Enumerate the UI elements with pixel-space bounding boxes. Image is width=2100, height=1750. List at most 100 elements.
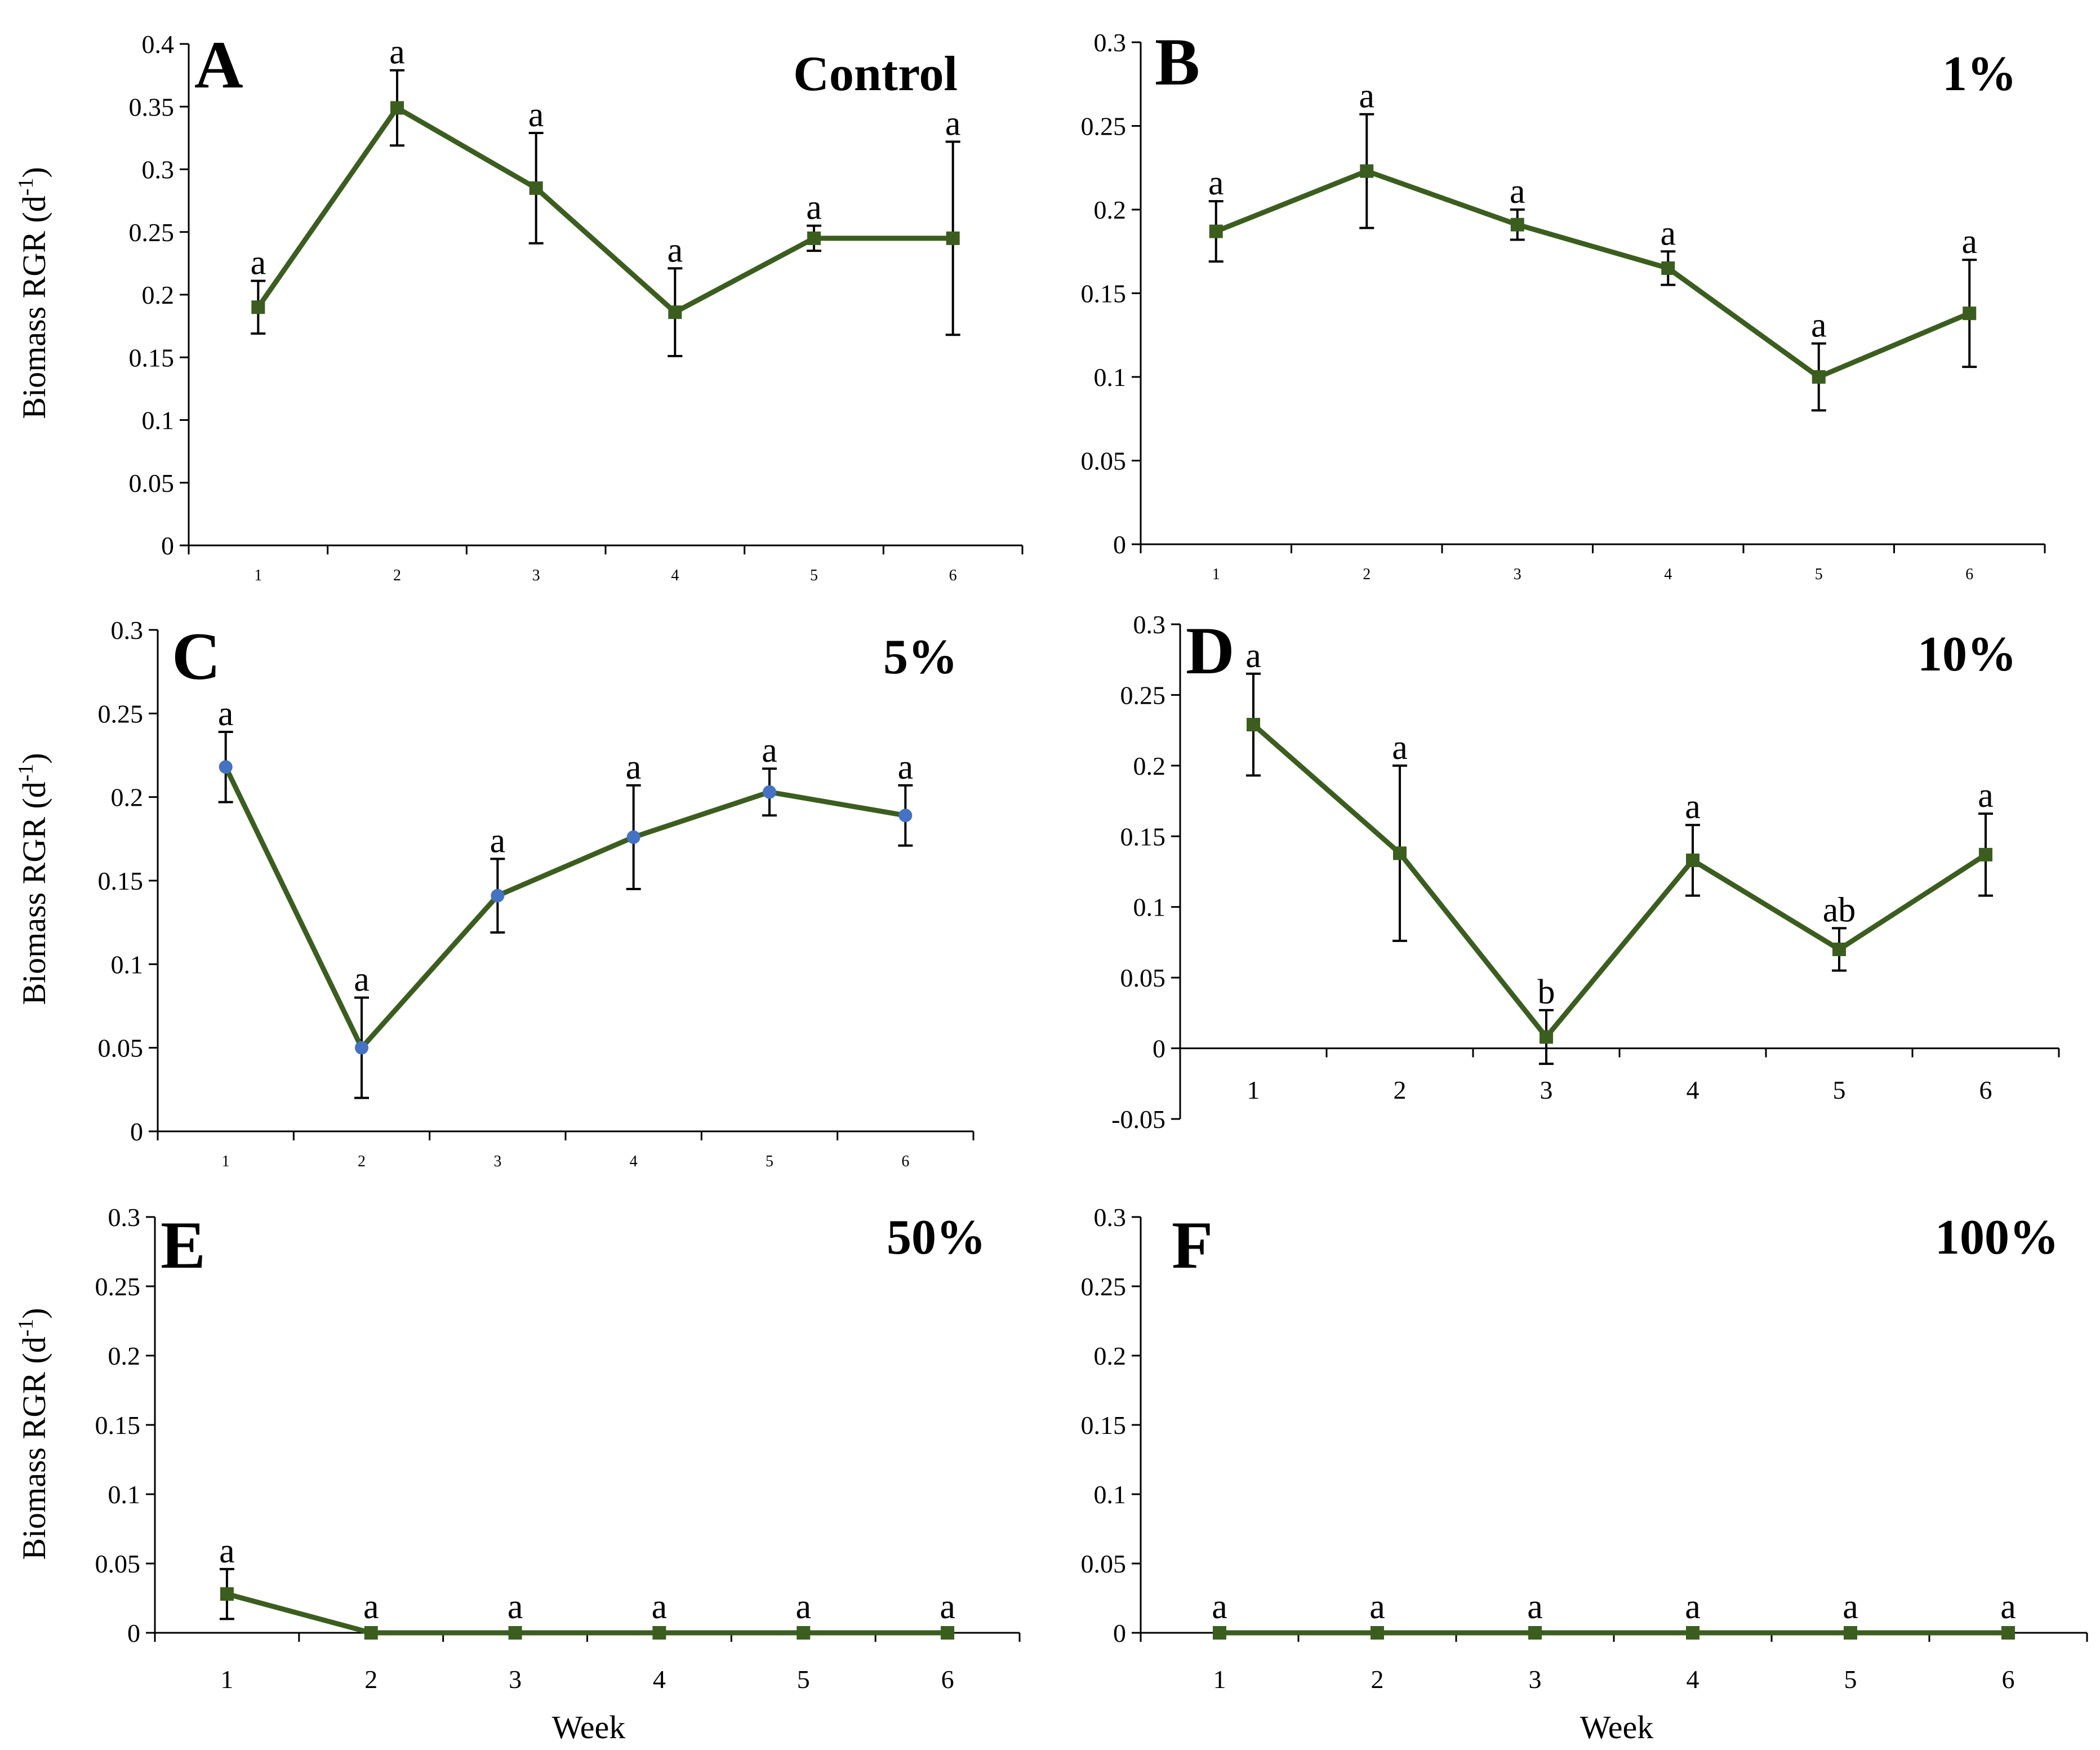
x-tick-label: 3: [1529, 1665, 1542, 1694]
data-point: [1686, 853, 1699, 867]
y-tick-label: 0.25: [129, 218, 175, 247]
significance-label: a: [1245, 637, 1261, 675]
x-tick-label: 6: [941, 1665, 954, 1694]
significance-label: a: [940, 1588, 955, 1626]
y-tick-label: 0.15: [129, 343, 175, 372]
significance-label: b: [1538, 973, 1555, 1011]
y-tick-label: 0.2: [1094, 1342, 1127, 1370]
data-point: [1247, 718, 1260, 732]
data-point: [508, 1626, 522, 1640]
significance-label: a: [1978, 776, 1994, 815]
data-point: [1812, 370, 1826, 384]
y-tick-label: 0: [130, 1117, 143, 1146]
significance-label: a: [389, 33, 405, 72]
y-tick-label: 0.05: [1081, 1549, 1127, 1578]
y-tick-label: 0.05: [1081, 447, 1127, 476]
y-tick-label: 0.4: [142, 30, 175, 59]
x-tick-label: 6: [2002, 1665, 2015, 1694]
significance-label: a: [945, 105, 961, 143]
data-point: [1528, 1626, 1542, 1640]
x-tick-label: 5: [810, 567, 818, 584]
y-tick-label: 0: [1113, 1619, 1126, 1647]
chart-panel-c: 0 0.05 0.1 0.15 0.2 0.25 0.3 1 2 3 4 5 6 C 5% Biomass R…: [14, 616, 975, 1170]
x-tick-label: 3: [1540, 1076, 1553, 1104]
data-point: [2001, 1626, 2015, 1640]
y-tick-label: 0.3: [1094, 28, 1127, 57]
x-tick-label: 6: [949, 567, 957, 584]
significance-label: a: [1510, 172, 1525, 211]
panel-title: 100%: [1935, 1210, 2059, 1265]
x-tick-label: 6: [1965, 566, 1973, 583]
data-point: [364, 1626, 378, 1640]
x-tick-label: 2: [364, 1665, 377, 1694]
y-tick-label: 0.05: [98, 1034, 144, 1063]
chart-panel-f: 0 0.05 0.1 0.15 0.2 0.25 0.3 1 2 3 4 5 6 F 100% Week a a a…: [1081, 1203, 2088, 1745]
y-tick-label: 0.1: [142, 406, 175, 435]
y-tick-label: 0.1: [1094, 1480, 1127, 1509]
y-axis-label: Biomass RGR (d-1): [14, 1308, 52, 1560]
y-tick-label: 0.35: [129, 92, 175, 121]
x-tick-label: 2: [1394, 1076, 1407, 1104]
x-tick-label: 2: [393, 567, 401, 584]
x-tick-label: 3: [532, 567, 540, 584]
y-tick-label: 0.15: [1081, 1411, 1127, 1440]
y-tick-label: -0.05: [1111, 1105, 1165, 1134]
significance-label: a: [1392, 729, 1408, 767]
y-tick-label: 0.2: [111, 783, 144, 812]
y-tick-label: 0.2: [108, 1342, 141, 1370]
significance-label: a: [1685, 1588, 1701, 1626]
y-tick-label: 0.3: [1133, 610, 1166, 639]
data-point: [251, 300, 265, 314]
y-tick-label: 0.05: [129, 469, 175, 498]
y-tick-label: 0.25: [95, 1272, 141, 1301]
data-point: [1686, 1626, 1699, 1640]
x-tick-label: 5: [1844, 1665, 1857, 1694]
y-tick-label: 0.25: [98, 699, 144, 728]
data-point: [946, 231, 960, 245]
y-tick-label: 0.1: [1133, 893, 1166, 922]
series-line: [256, 105, 953, 315]
chart-panel-e: 0 0.05 0.1 0.15 0.2 0.25 0.3 1 2 3 4 5 6 E 50% Biomass …: [14, 1203, 1021, 1745]
y-tick-label: 0.1: [1094, 363, 1127, 392]
significance-label: a: [795, 1588, 811, 1626]
data-point: [1510, 217, 1524, 232]
x-tick-label: 1: [254, 567, 262, 584]
chart-panel-b: 0 0.05 0.1 0.15 0.2 0.25 0.3 1 2 3 4 5 6 B 1% a a a a a a: [1081, 24, 2046, 583]
x-tick-label: 1: [220, 1665, 233, 1694]
data-point: [1844, 1626, 1857, 1640]
significance-label: a: [354, 961, 370, 999]
x-tick-label: 1: [1213, 1665, 1226, 1694]
y-tick-label: 0.15: [1081, 279, 1127, 308]
x-tick-label: 3: [1514, 566, 1521, 583]
y-tick-label: 0.2: [1094, 196, 1127, 224]
panel-title: 5%: [883, 630, 958, 685]
x-tick-label: 3: [493, 1153, 501, 1170]
significance-label: a: [626, 748, 642, 787]
panel-title: 1%: [1942, 47, 2017, 101]
x-tick-label: 2: [358, 1153, 366, 1170]
significance-label: a: [762, 731, 777, 770]
x-tick-label: 2: [1363, 566, 1371, 583]
chart-panel-a: 0 0.05 0.1 0.15 0.2 0.25 0.3 0.35 0.4 1 2 3 4 5 6 A Cont…: [14, 27, 1024, 584]
x-tick-label: 2: [1371, 1665, 1384, 1694]
y-tick-label: 0.1: [108, 1480, 141, 1509]
y-tick-label: 0.2: [1133, 752, 1166, 780]
panel-letter: F: [1172, 1207, 1213, 1282]
x-tick-label: 5: [766, 1153, 773, 1170]
y-tick-label: 0.25: [1120, 681, 1166, 709]
x-tick-label: 4: [1687, 1665, 1699, 1694]
significance-label: a: [1843, 1588, 1858, 1626]
x-tick-label: 1: [1247, 1076, 1260, 1104]
significance-label: a: [1208, 164, 1224, 202]
significance-label: a: [1369, 1588, 1385, 1626]
significance-label: a: [490, 821, 506, 860]
significance-label: a: [363, 1588, 379, 1626]
data-point: [626, 830, 640, 844]
y-tick-label: 0.05: [1120, 963, 1166, 992]
significance-label: a: [2000, 1588, 2016, 1626]
y-tick-label: 0: [127, 1619, 140, 1647]
data-point: [1209, 224, 1223, 238]
panel-letter: D: [1186, 613, 1235, 688]
data-point: [355, 1041, 368, 1055]
